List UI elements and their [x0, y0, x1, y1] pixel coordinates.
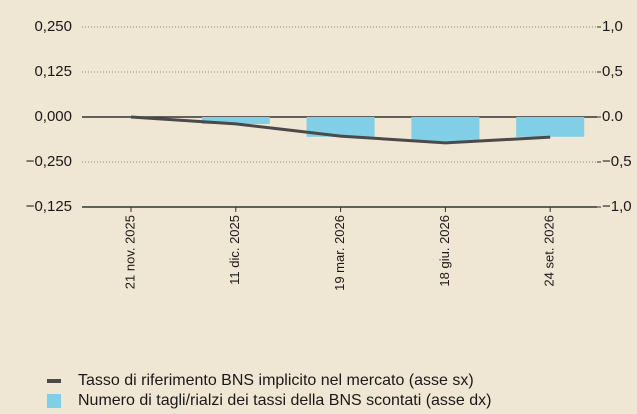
y-tick-label: 0,000	[34, 108, 72, 125]
x-tick-label: 11 dic. 2025	[227, 215, 242, 285]
y2-tick-label: −1,0	[602, 198, 632, 215]
y-tick-label: −0,125	[26, 198, 72, 215]
y2-tick-label: 0,5	[602, 63, 623, 80]
y-tick-label: 0,250	[34, 18, 72, 35]
x-tick-label: 21 nov. 2025	[122, 215, 137, 289]
legend-label: Tasso di riferimento BNS implicito nel m…	[78, 372, 474, 389]
legend-label: Numero di tagli/rialzi dei tassi della B…	[78, 392, 492, 409]
y2-tick-label: −0,5	[602, 153, 632, 170]
x-tick-label: 24 set. 2026	[542, 215, 557, 287]
bar	[411, 117, 480, 142]
bar	[306, 117, 375, 137]
line	[130, 115, 551, 145]
y2-tick-label: 1,0	[602, 18, 623, 35]
x-tick-label: 19 mar. 2026	[332, 215, 347, 291]
bar	[516, 117, 585, 137]
legend-swatch	[47, 394, 61, 408]
y-tick-label: −0,250	[26, 153, 72, 170]
y2-tick-label: 0.0	[602, 108, 623, 125]
bar	[201, 117, 270, 125]
y-tick-label: 0,125	[34, 63, 72, 80]
x-tick-label: 18 giu. 2026	[437, 215, 452, 287]
